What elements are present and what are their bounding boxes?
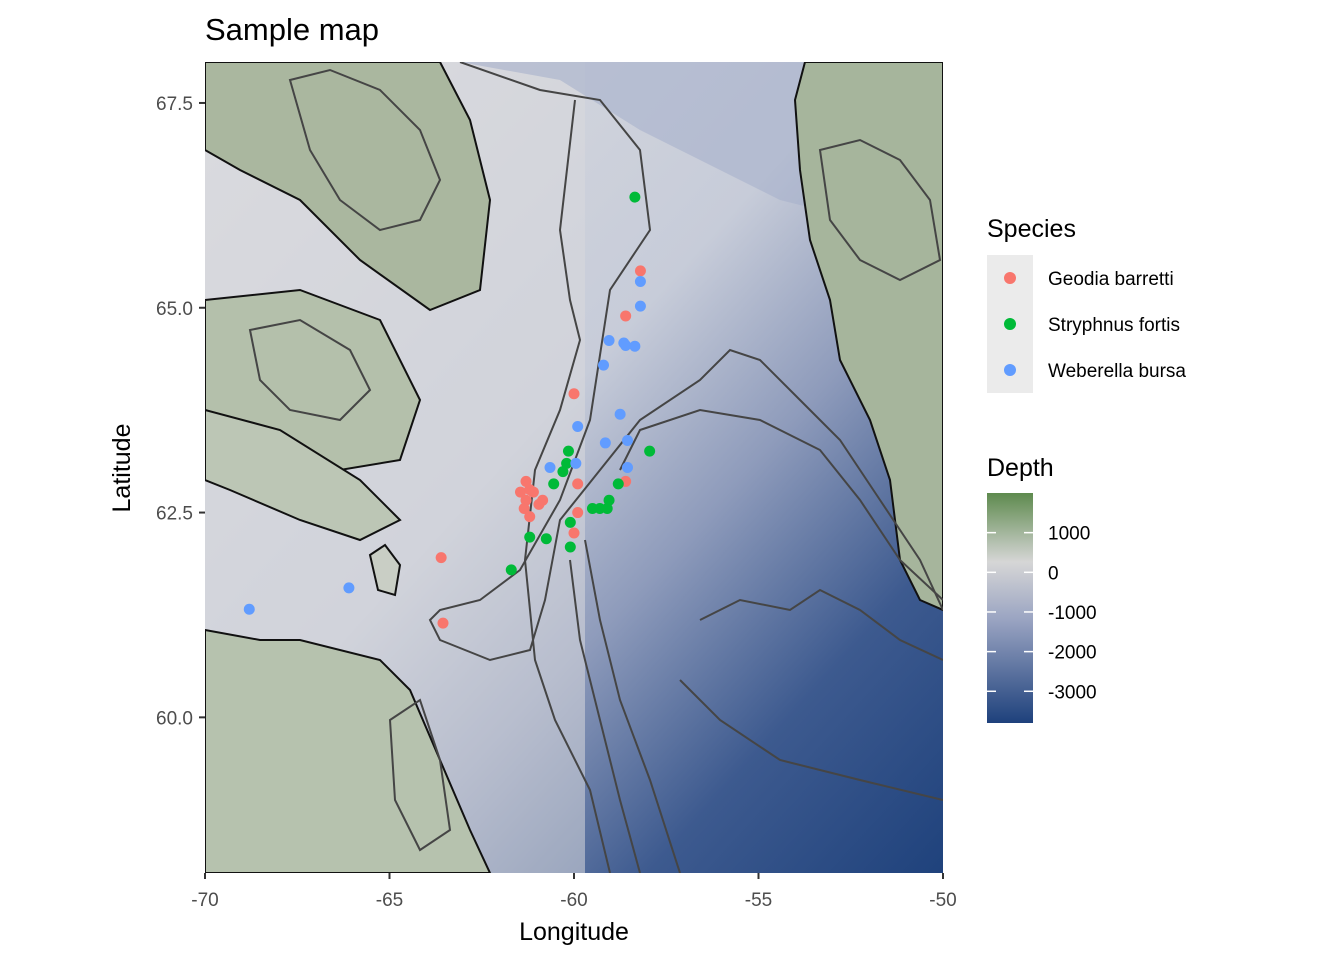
contour-shelf-break xyxy=(428,62,943,662)
point-stryphnus-fortis-14 xyxy=(564,541,576,553)
point-weberella-bursa-1 xyxy=(634,300,646,312)
contour-slope-4 xyxy=(584,539,681,873)
point-stryphnus-fortis-6 xyxy=(612,478,624,490)
point-geodia-barretti-8 xyxy=(514,486,526,498)
y-axis-title: Latitude xyxy=(108,424,136,513)
depth-legend-title: Depth xyxy=(987,454,1054,482)
x-tick-label-2: -60 xyxy=(560,890,587,911)
point-stryphnus-fortis-4 xyxy=(557,466,569,478)
point-stryphnus-fortis-1 xyxy=(644,445,656,457)
contour-slope-3 xyxy=(569,559,641,873)
contour-highland-2 xyxy=(818,138,942,282)
point-geodia-barretti-15 xyxy=(524,511,536,523)
legend-label-1: Stryphnus fortis xyxy=(1048,315,1180,336)
x-tick-label-4: -50 xyxy=(929,890,956,911)
point-geodia-barretti-1 xyxy=(620,310,632,322)
contour-highland-4 xyxy=(388,698,452,852)
point-geodia-barretti-14 xyxy=(518,502,530,514)
species-legend: Species Geodia barretti Stryphnus fortis W… xyxy=(987,215,1186,393)
contour-highland-1 xyxy=(288,68,442,232)
depth-label-4: -3000 xyxy=(1048,682,1097,703)
point-geodia-barretti-13 xyxy=(537,494,549,506)
point-geodia-barretti-7 xyxy=(520,475,532,487)
legend-label-0: Geodia barretti xyxy=(1048,269,1174,290)
point-stryphnus-fortis-3 xyxy=(561,457,573,469)
point-geodia-barretti-16 xyxy=(435,552,447,564)
depth-legend: Depth 1000 0 -1000 -2000 -3000 xyxy=(987,454,1097,723)
legend-label-2: Weberella bursa xyxy=(1048,361,1186,382)
point-weberella-bursa-12 xyxy=(622,462,634,473)
point-stryphnus-fortis-12 xyxy=(524,531,536,543)
depth-label-3: -2000 xyxy=(1048,643,1097,664)
point-weberella-bursa-6 xyxy=(598,359,610,371)
contour-deep-2 xyxy=(679,679,943,801)
y-tick-label-3: 67.5 xyxy=(156,94,193,115)
point-stryphnus-fortis-2 xyxy=(562,445,574,457)
contour-deep xyxy=(699,588,943,661)
x-tick-label-1: -65 xyxy=(376,890,403,911)
x-axis-title: Longitude xyxy=(519,918,629,946)
point-stryphnus-fortis-10 xyxy=(586,502,598,514)
point-weberella-bursa-15 xyxy=(243,603,255,615)
baffin-island-land xyxy=(205,62,492,312)
point-stryphnus-fortis-5 xyxy=(548,478,560,490)
point-weberella-bursa-13 xyxy=(544,462,556,473)
y-tick-label-1: 62.5 xyxy=(156,504,193,525)
point-weberella-bursa-4 xyxy=(620,339,632,351)
south-land xyxy=(205,408,402,542)
point-geodia-barretti-11 xyxy=(520,494,532,506)
point-weberella-bursa-7 xyxy=(614,408,626,420)
labrador-land xyxy=(205,628,492,873)
depth-colorbar xyxy=(987,493,1033,723)
y-tick-label-0: 60.0 xyxy=(156,708,193,729)
point-geodia-barretti-10 xyxy=(527,486,539,498)
depth-label-1: 0 xyxy=(1048,563,1059,584)
contour-slope-2 xyxy=(619,408,943,601)
depth-contours xyxy=(248,62,943,873)
point-stryphnus-fortis-13 xyxy=(540,533,552,545)
point-stryphnus-fortis-0 xyxy=(629,191,641,203)
depth-label-2: -1000 xyxy=(1048,603,1097,624)
point-geodia-barretti-2 xyxy=(568,388,580,400)
greenland-land xyxy=(793,62,943,612)
point-weberella-bursa-0 xyxy=(634,276,646,288)
map-panel xyxy=(205,62,943,873)
point-stryphnus-fortis-7 xyxy=(603,494,615,506)
point-weberella-bursa-9 xyxy=(622,434,634,446)
legend-key-0 xyxy=(1004,272,1016,284)
point-stryphnus-fortis-9 xyxy=(601,502,613,514)
point-weberella-bursa-8 xyxy=(572,421,584,433)
point-stryphnus-fortis-15 xyxy=(505,564,517,576)
y-axis: 60.0 62.5 65.0 67.5 xyxy=(156,94,205,729)
point-weberella-bursa-10 xyxy=(599,437,611,449)
legend-key-1 xyxy=(1004,318,1016,330)
point-geodia-barretti-3 xyxy=(572,478,584,490)
point-weberella-bursa-5 xyxy=(629,340,641,352)
legend-key-2 xyxy=(1004,364,1016,376)
point-weberella-bursa-14 xyxy=(343,582,355,594)
small-island xyxy=(368,543,402,597)
x-tick-label-3: -55 xyxy=(745,890,772,911)
x-axis: -70 -65 -60 -55 -50 xyxy=(191,873,957,911)
point-geodia-barretti-4 xyxy=(572,507,584,519)
depth-label-0: 1000 xyxy=(1048,524,1090,545)
x-tick-label-0: -70 xyxy=(191,890,218,911)
species-legend-title: Species xyxy=(987,215,1076,243)
y-tick-label-2: 65.0 xyxy=(156,299,193,320)
point-geodia-barretti-5 xyxy=(568,527,580,539)
point-stryphnus-fortis-11 xyxy=(564,516,576,528)
contour-slope-1 xyxy=(523,99,611,873)
contour-highland-3 xyxy=(248,318,372,422)
point-weberella-bursa-2 xyxy=(603,335,615,347)
point-weberella-bursa-11 xyxy=(570,457,582,469)
point-geodia-barretti-0 xyxy=(634,265,646,277)
point-geodia-barretti-17 xyxy=(437,617,449,629)
chart-title: Sample map xyxy=(205,12,379,47)
species-points xyxy=(243,191,656,629)
